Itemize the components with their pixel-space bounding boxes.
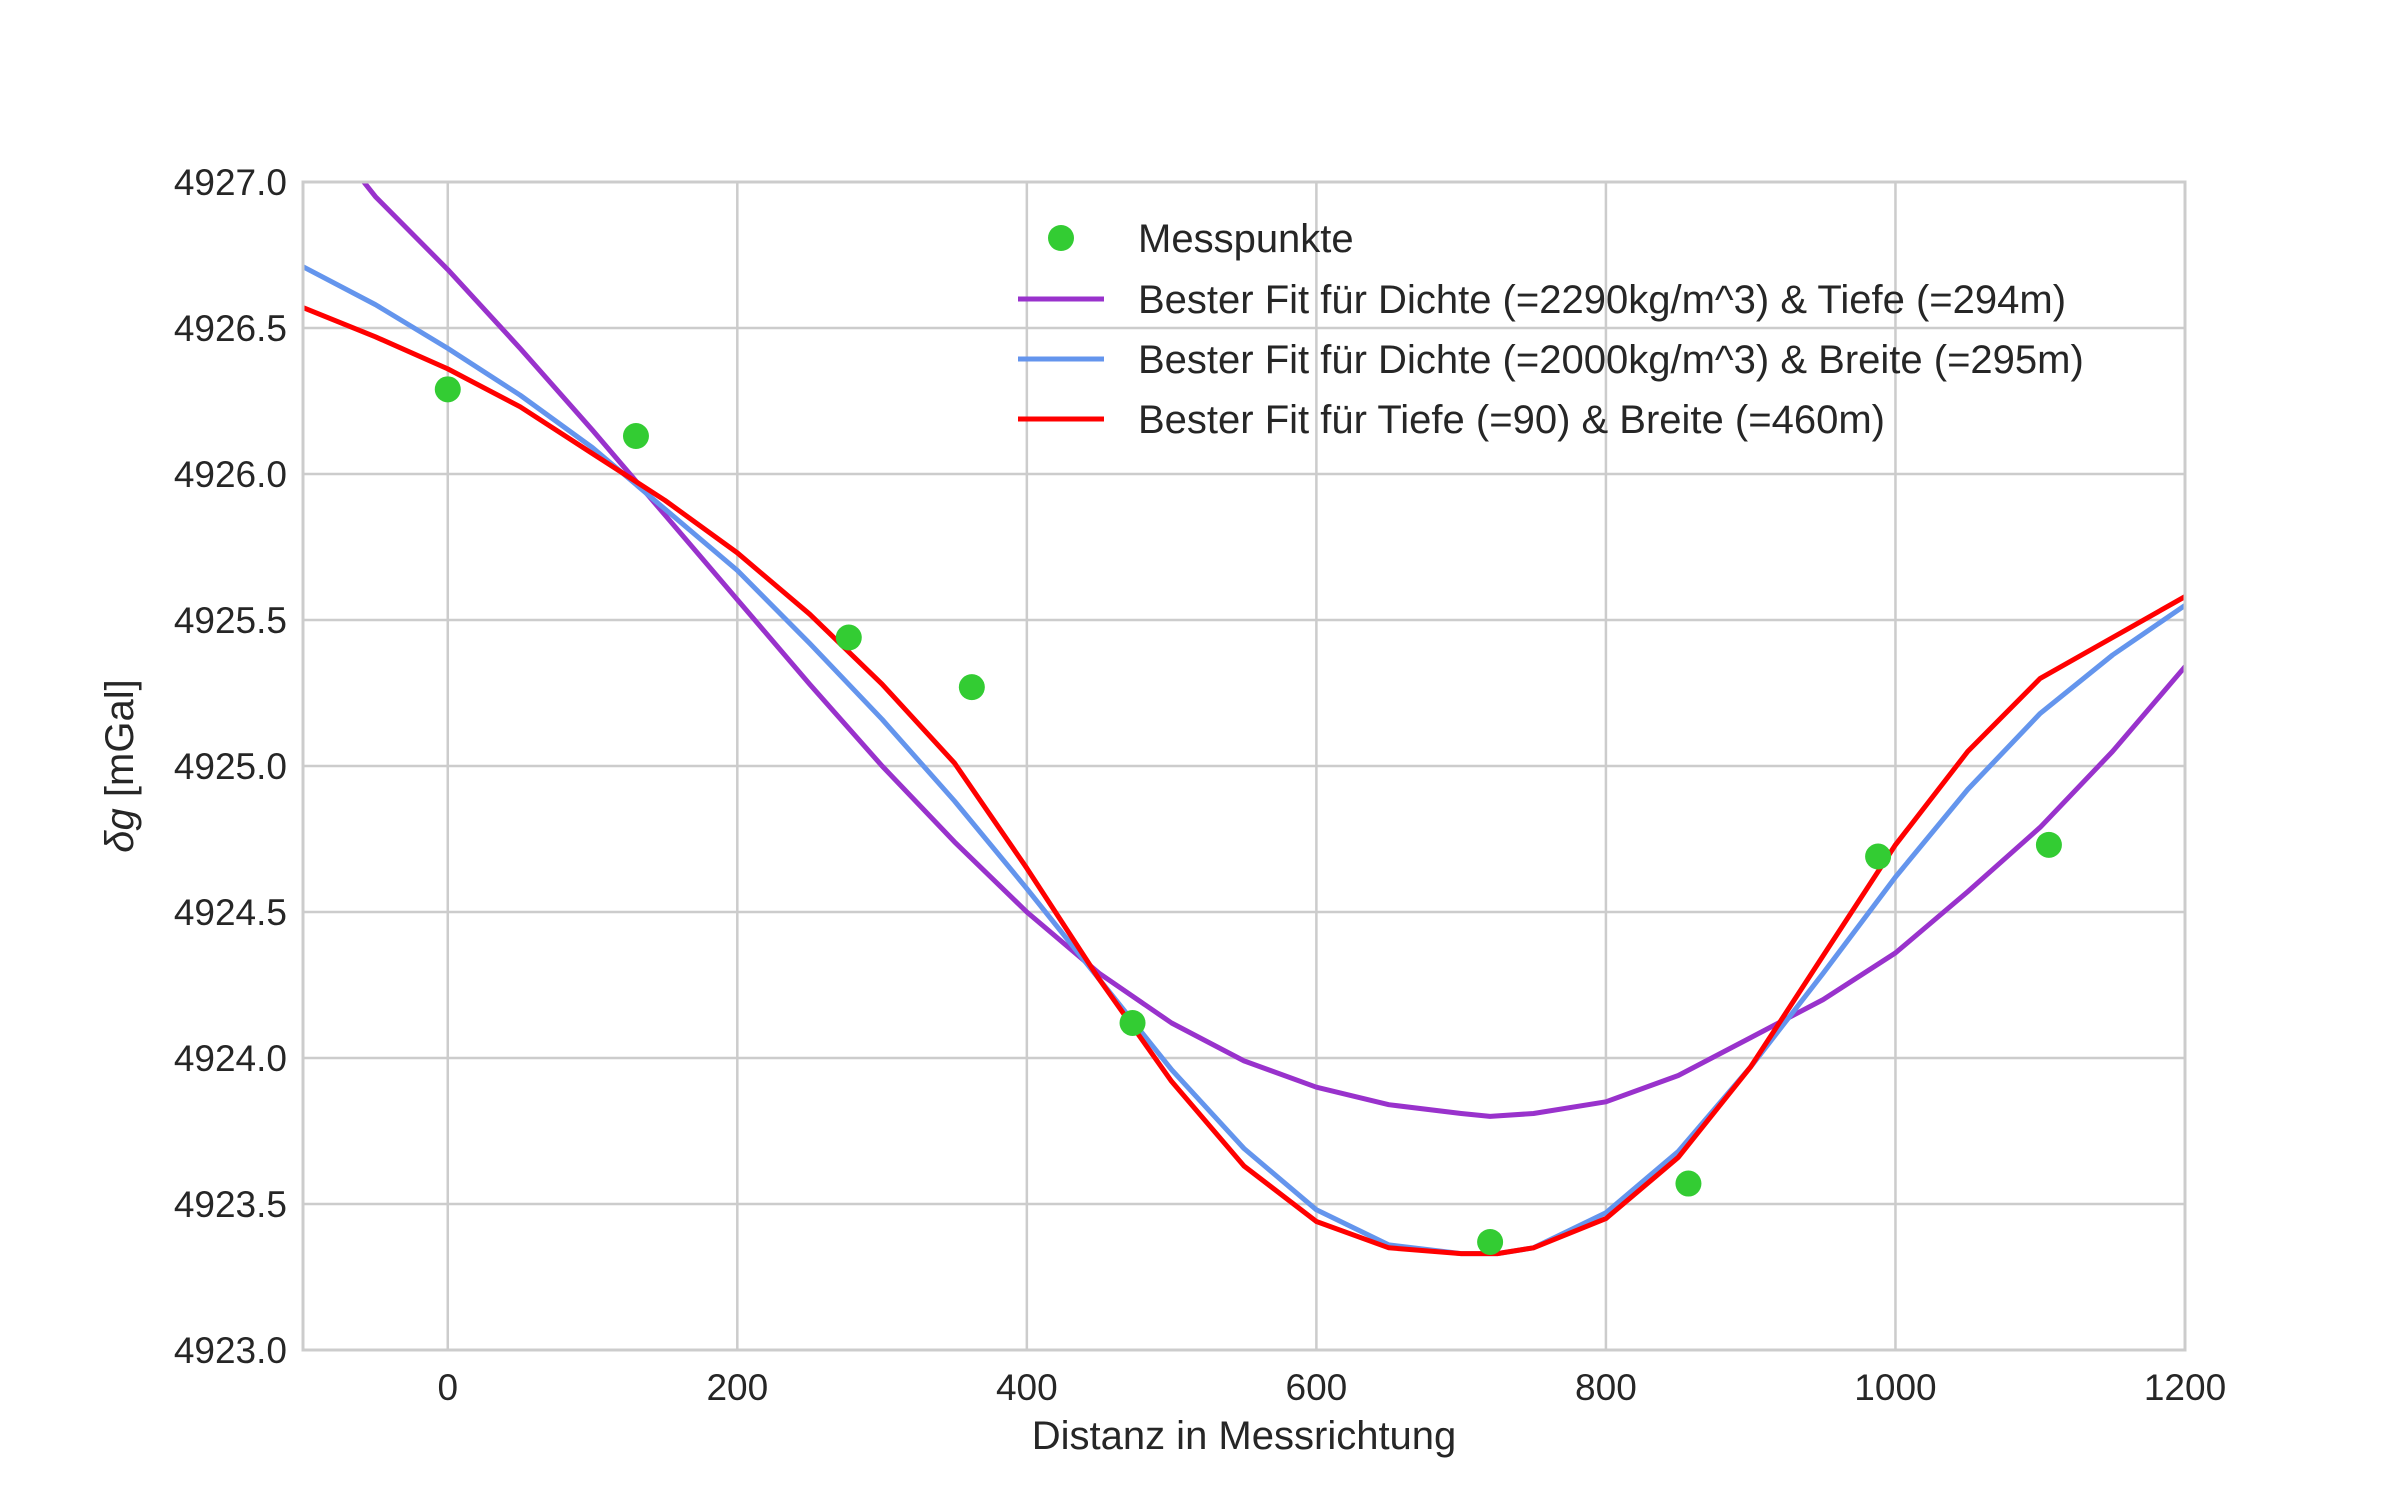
y-tick-label: 4923.0 [174,1330,287,1371]
x-tick-label: 800 [1575,1367,1637,1408]
y-axis-label: δg [mGal] [98,679,142,852]
y-tick-label: 4923.5 [174,1184,287,1225]
x-axis-label: Distanz in Messrichtung [1032,1414,1457,1458]
data-point [622,423,649,450]
y-tick-label: 4925.0 [174,746,287,787]
data-point [2035,831,2062,858]
data-point [958,674,985,701]
legend-label-points: Messpunkte [1138,217,1354,261]
data-point [434,376,461,403]
x-tick-label: 1000 [1854,1367,1936,1408]
legend-marker-points [1048,225,1074,251]
fit-curves [303,182,2185,1257]
x-tick-labels: 0 200 400 600 800 1000 1200 [437,1367,2226,1408]
y-tick-label: 4927.0 [174,162,287,203]
series-line-1 [361,182,2185,1119]
y-tick-label: 4926.0 [174,454,287,495]
data-points [434,376,2062,1255]
plot-frame [301,180,2187,1352]
series-line-3 [303,305,2185,1257]
data-point [1477,1228,1504,1255]
legend-label-2: Bester Fit für Dichte (=2000kg/m^3) & Br… [1138,338,2084,382]
x-tick-label: 1200 [2144,1367,2226,1408]
data-point [1119,1009,1146,1036]
legend: Messpunkte Bester Fit für Dichte (=2290kg… [1018,217,2084,442]
legend-label-1: Bester Fit für Dichte (=2290kg/m^3) & Ti… [1138,278,2066,322]
legend-label-3: Bester Fit für Tiefe (=90) & Breite (=46… [1138,398,1885,442]
y-tick-labels: 4923.0 4923.5 4924.0 4924.5 4925.0 4925.5 4926… [174,162,287,1371]
data-point [1865,843,1892,870]
data-point [835,624,862,651]
x-tick-label: 600 [1286,1367,1348,1408]
data-point [1675,1170,1702,1197]
y-tick-label: 4924.0 [174,1038,287,1079]
y-tick-label: 4924.5 [174,892,287,933]
y-tick-label: 4925.5 [174,600,287,641]
x-tick-label: 0 [437,1367,458,1408]
x-tick-label: 200 [706,1367,768,1408]
y-tick-label: 4926.5 [174,308,287,349]
x-tick-label: 400 [996,1367,1058,1408]
